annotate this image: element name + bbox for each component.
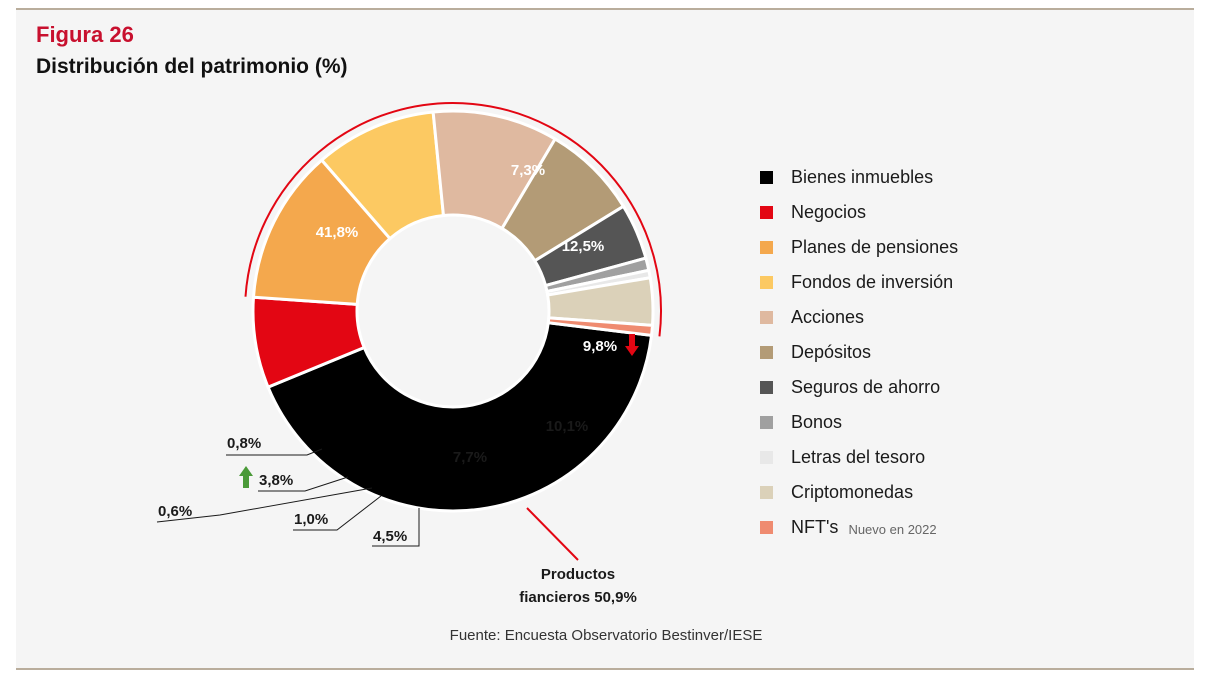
legend-item-negocios: Negocios — [760, 195, 958, 230]
legend-swatch — [760, 486, 773, 499]
slice-bienes-inmuebles — [266, 321, 654, 513]
legend-swatch — [760, 311, 773, 324]
legend-item-planes-de-pensiones: Planes de pensiones — [760, 230, 958, 265]
legend-label: Depósitos — [791, 342, 872, 362]
leader-line-criptomonedas — [258, 476, 349, 492]
legend-item-letras-del-tesoro: Letras del tesoro — [760, 440, 958, 475]
legend-swatch — [760, 206, 773, 219]
financial-products-bracket-arc — [244, 102, 662, 337]
figure-number: Figura 26 — [36, 22, 134, 47]
value-label-fondos-de-inversion: 9,8% — [583, 338, 617, 355]
legend-label: NFT's — [791, 517, 839, 537]
value-label-letras-del-tesoro: 0,6% — [158, 503, 192, 520]
legend-label: Letras del tesoro — [791, 447, 926, 467]
legend: Bienes inmuebles Negocios Planes de pensio… — [760, 160, 958, 545]
legend-swatch — [760, 521, 773, 534]
legend-item-seguros-de-ahorro: Seguros de ahorro — [760, 370, 958, 405]
trend-up-arrow-icon — [239, 466, 253, 488]
legend-label: Fondos de inversión — [791, 272, 954, 292]
trend-down-arrow-icon — [625, 334, 639, 356]
financial-products-label-line1: Productos — [541, 566, 615, 583]
value-label-nft-s: 0,8% — [227, 435, 261, 452]
legend-swatch — [760, 276, 773, 289]
value-label-seguros-de-ahorro: 4,5% — [373, 528, 407, 545]
legend-label: Bienes inmuebles — [791, 167, 934, 187]
legend-swatch — [760, 451, 773, 464]
legend-label: Acciones — [791, 307, 865, 327]
legend-label: Negocios — [791, 202, 867, 222]
value-label-criptomonedas: 3,8% — [259, 472, 293, 489]
legend-label: Seguros de ahorro — [791, 377, 941, 397]
legend-item-nft-s: NFT's Nuevo en 2022 — [760, 510, 958, 545]
legend-item-depositos: Depósitos — [760, 335, 958, 370]
value-label-bonos: 1,0% — [294, 511, 328, 528]
financial-products-label-line2: fiancieros 50,9% — [519, 589, 637, 606]
legend-item-fondos-de-inversion: Fondos de inversión — [760, 265, 958, 300]
financial-products-pointer-line — [526, 507, 579, 561]
slice-labels: 41,8% 7,3% 12,5% 9,8% 10,1% 7,7% 0,8% 3,8% 0,6% 1… — [158, 162, 639, 545]
legend-item-criptomonedas: Criptomonedas — [760, 475, 958, 510]
value-label-planes-de-pensiones: 12,5% — [562, 238, 605, 255]
value-label-depositos: 7,7% — [453, 449, 487, 466]
leader-line-seguros-de-ahorro — [372, 508, 420, 547]
legend-swatch — [760, 346, 773, 359]
leader-line-letras-del-tesoro — [156, 487, 373, 523]
leader-lines — [156, 448, 420, 547]
legend-swatch — [760, 171, 773, 184]
legend-swatch — [760, 416, 773, 429]
leader-line-bonos — [293, 495, 382, 531]
legend-item-bonos: Bonos — [760, 405, 958, 440]
figure-title: Distribución del patrimonio (%) — [36, 55, 348, 78]
value-label-acciones: 10,1% — [546, 418, 589, 435]
source-note: Fuente: Encuesta Observatorio Bestinver/… — [449, 627, 763, 644]
legend-swatch — [760, 241, 773, 254]
legend-swatch — [760, 381, 773, 394]
value-label-negocios: 7,3% — [511, 162, 545, 179]
legend-label: Bonos — [791, 412, 843, 432]
leader-line-nft-s — [226, 448, 323, 456]
legend-item-acciones: Acciones — [760, 300, 958, 335]
donut-slices — [251, 109, 655, 513]
legend-item-bienes-inmuebles: Bienes inmuebles — [760, 160, 958, 195]
slice-nft-s — [546, 316, 655, 338]
legend-note: Nuevo en 2022 — [848, 522, 937, 537]
value-label-bienes-inmuebles: 41,8% — [316, 224, 359, 241]
legend-label: Criptomonedas — [791, 482, 914, 502]
legend-label: Planes de pensiones — [791, 237, 959, 257]
